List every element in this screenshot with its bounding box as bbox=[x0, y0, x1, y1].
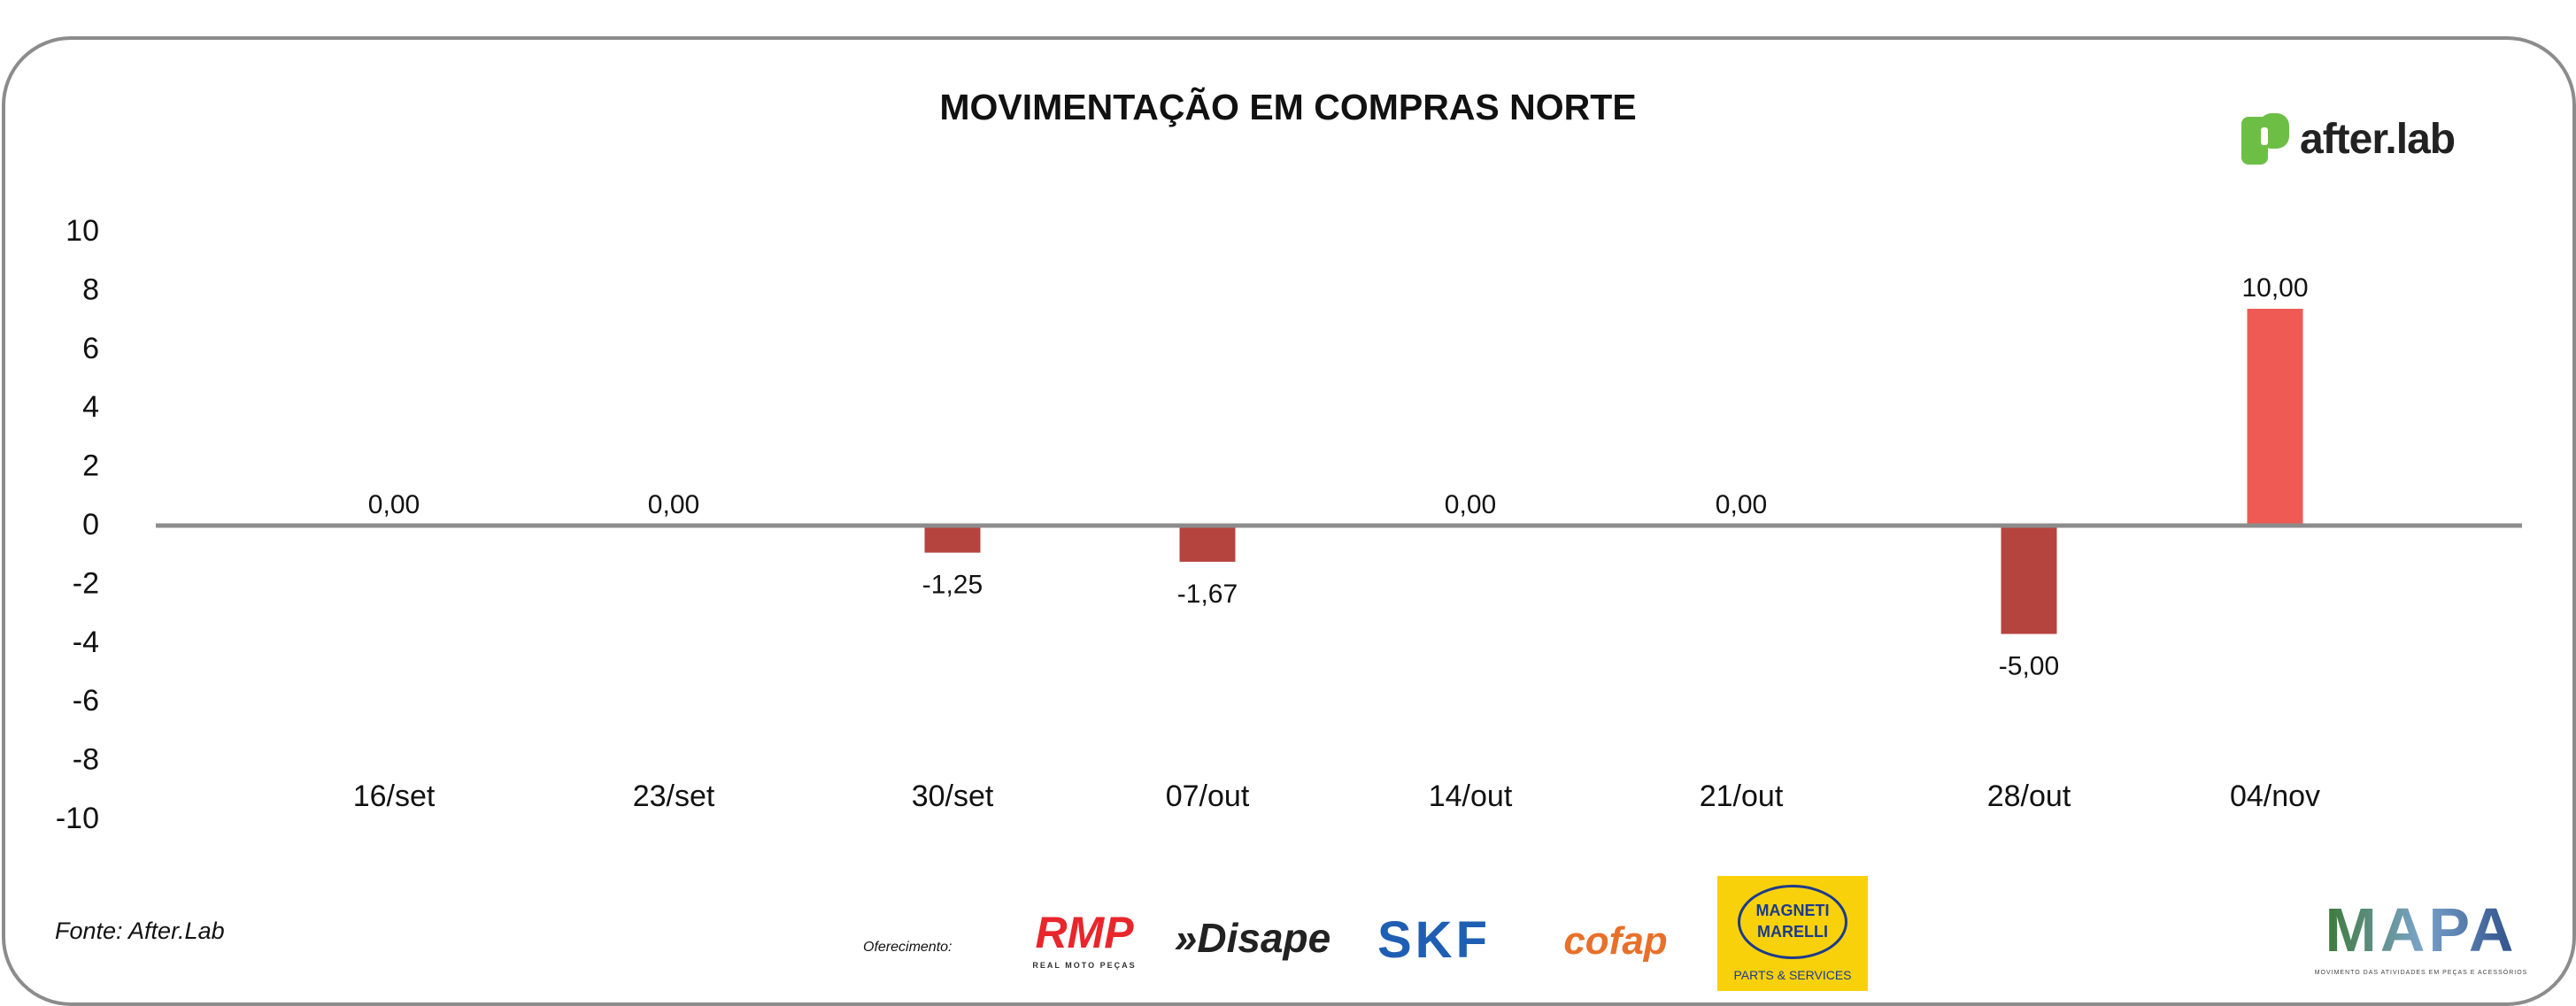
bar bbox=[924, 526, 981, 553]
mapa-logo: MAPA MOVIMENTO DAS ATIVIDADES EM PEÇAS E… bbox=[2293, 894, 2549, 982]
sponsor-magneti-marelli-logo: MAGNETI MARELLI PARTS & SERVICES bbox=[1717, 876, 1868, 991]
x-tick-label: 28/out bbox=[1987, 779, 2071, 813]
x-tick-label: 04/nov bbox=[2230, 779, 2320, 813]
y-tick-label: 8 bbox=[82, 273, 99, 306]
x-tick-label: 30/set bbox=[912, 779, 994, 813]
bar bbox=[1179, 526, 1236, 562]
y-tick-label: -2 bbox=[73, 566, 99, 600]
afterlab-logo-icon bbox=[2241, 113, 2289, 165]
x-tick-label: 16/set bbox=[353, 779, 436, 813]
chart-frame bbox=[2, 36, 2576, 1006]
sponsor-cofap-logo: cofap bbox=[1563, 919, 1668, 963]
data-label: 0,00 bbox=[648, 490, 699, 519]
y-tick-label: -8 bbox=[73, 743, 99, 777]
data-label: 0,00 bbox=[368, 490, 420, 519]
mapa-logo-subtext: MOVIMENTO DAS ATIVIDADES EM PEÇAS E ACES… bbox=[2314, 969, 2528, 976]
sponsor-skf-logo: SKF bbox=[1377, 911, 1491, 969]
y-tick-label: -4 bbox=[73, 626, 99, 659]
y-tick-label: -6 bbox=[73, 684, 99, 718]
x-tick-label: 07/out bbox=[1166, 779, 1250, 813]
data-label: -1,67 bbox=[1177, 580, 1238, 609]
mapa-logo-text: MAPA bbox=[2325, 895, 2518, 965]
sponsor-disape-logo: »Disape bbox=[1174, 915, 1331, 961]
sponsor-label: Oferecimento: bbox=[863, 940, 953, 955]
data-label: 0,00 bbox=[1716, 490, 1767, 519]
rmp-logo-subtext: REAL MOTO PEÇAS bbox=[1032, 961, 1137, 971]
x-tick-label: 14/out bbox=[1429, 779, 1513, 813]
y-tick-label: 2 bbox=[82, 449, 99, 483]
chart-title: MOVIMENTAÇÃO EM COMPRAS NORTE bbox=[939, 87, 1637, 127]
y-tick-label: 4 bbox=[82, 390, 99, 424]
rmp-logo-text: RMP bbox=[1035, 908, 1134, 958]
y-tick-label: -10 bbox=[56, 802, 99, 835]
source-note: Fonte: After.Lab bbox=[55, 918, 225, 944]
bar bbox=[2001, 526, 2057, 634]
y-tick-label: 10 bbox=[66, 214, 99, 248]
data-label: 10,00 bbox=[2241, 273, 2308, 303]
magneti-marelli-subtext: PARTS & SERVICES bbox=[1733, 967, 1852, 982]
y-tick-label: 0 bbox=[82, 508, 99, 541]
magneti-marelli-emblem: MAGNETI MARELLI bbox=[1738, 884, 1847, 959]
sponsor-rmp-logo: RMP REAL MOTO PEÇAS bbox=[1018, 908, 1151, 971]
data-label: -5,00 bbox=[1999, 652, 2059, 681]
data-label: -1,25 bbox=[922, 571, 983, 600]
x-tick-label: 23/set bbox=[633, 779, 715, 813]
afterlab-logo: after.lab bbox=[2240, 113, 2456, 165]
afterlab-logo-text: after.lab bbox=[2300, 115, 2456, 163]
x-tick-label: 21/out bbox=[1700, 779, 1784, 813]
y-tick-label: 6 bbox=[82, 332, 99, 365]
bar bbox=[2247, 309, 2303, 526]
data-label: 0,00 bbox=[1445, 490, 1496, 519]
